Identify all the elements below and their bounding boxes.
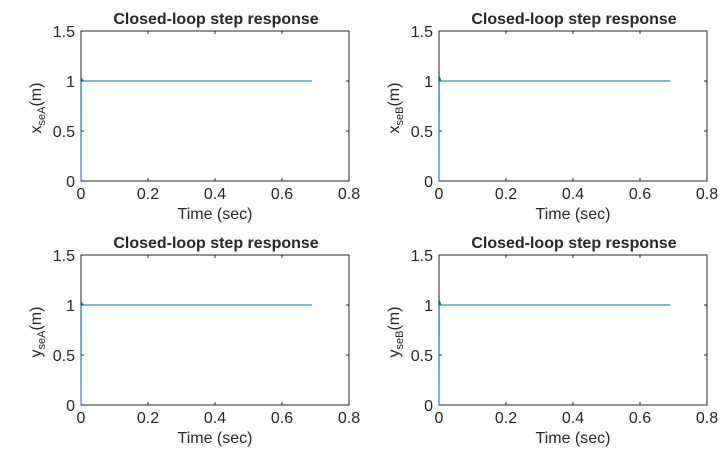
series-line: [80, 77, 313, 182]
chart-title: Closed-loop step response: [113, 11, 318, 28]
chart-title: Closed-loop step response: [113, 235, 318, 252]
y-tick-label: 1: [424, 298, 433, 315]
chart-title: Closed-loop step response: [471, 235, 676, 252]
x-tick-label: 0.2: [137, 186, 159, 203]
x-axis-label: Time (sec): [178, 206, 253, 223]
y-tick-label: 1.5: [411, 24, 433, 41]
y-tick-label: 0.5: [411, 348, 433, 365]
chart-title: Closed-loop step response: [471, 11, 676, 28]
x-tick-label: 0.6: [271, 410, 293, 427]
y-label-subscript: seB: [394, 107, 406, 126]
plot-area: [80, 30, 350, 182]
x-tick-label: 0.8: [696, 410, 718, 427]
subplot-1: 0 0.2 0.4 0.6 0.8 0 0.5 1 1.5 Closed-loop step re…: [28, 11, 360, 223]
y-label-unit: (m): [28, 307, 45, 331]
y-label-unit: (m): [386, 83, 403, 107]
y-label-variable: y: [386, 349, 403, 357]
x-axis-label: Time (sec): [536, 430, 611, 447]
y-label-variable: x: [28, 125, 45, 133]
y-label-unit: (m): [28, 83, 45, 107]
x-tick-label: 0.6: [629, 410, 651, 427]
subplot-3: 0 0.2 0.4 0.6 0.8 0 0.5 1 1.5 Closed-loop step re…: [28, 235, 360, 447]
plot-area: [438, 30, 708, 182]
x-tick-label: 0: [77, 186, 86, 203]
x-tick-label: 0.2: [495, 186, 517, 203]
x-tick-label: 0.2: [495, 410, 517, 427]
y-label-subscript: seA: [36, 106, 48, 126]
y-tick-label: 0: [424, 174, 433, 191]
y-axis-label: yseB(m): [386, 307, 406, 358]
plot-area: [438, 254, 708, 406]
y-tick-label: 0.5: [53, 124, 75, 141]
x-tick-label: 0: [435, 186, 444, 203]
x-tick-label: 0: [77, 410, 86, 427]
y-tick-label: 1: [424, 74, 433, 91]
series-line: [438, 76, 671, 182]
y-label-subscript: seA: [36, 330, 48, 350]
y-tick-label: 1.5: [53, 248, 75, 265]
y-tick-label: 1.5: [411, 248, 433, 265]
y-axis-label: xseB(m): [386, 83, 406, 134]
x-tick-label: 0.4: [562, 410, 584, 427]
y-tick-label: 1: [66, 298, 75, 315]
series-line: [80, 301, 313, 406]
x-tick-label: 0.4: [562, 186, 584, 203]
x-axis-label: Time (sec): [178, 430, 253, 447]
y-label-unit: (m): [386, 307, 403, 331]
x-tick-label: 0.4: [204, 186, 226, 203]
x-tick-label: 0.8: [696, 186, 718, 203]
y-tick-label: 0: [424, 398, 433, 415]
subplot-2: 0 0.2 0.4 0.6 0.8 0 0.5 1 1.5 Closed-loop step re…: [386, 11, 718, 223]
x-tick-label: 0.2: [137, 410, 159, 427]
series-line: [438, 300, 671, 406]
x-axis-label: Time (sec): [536, 206, 611, 223]
subplot-4: 0 0.2 0.4 0.6 0.8 0 0.5 1 1.5 Closed-loop step re…: [386, 235, 718, 447]
x-tick-label: 0.4: [204, 410, 226, 427]
x-tick-label: 0.6: [271, 186, 293, 203]
x-tick-label: 0.6: [629, 186, 651, 203]
y-label-variable: x: [386, 125, 403, 133]
y-tick-label: 0.5: [53, 348, 75, 365]
plot-area: [80, 254, 350, 406]
x-tick-label: 0.8: [338, 410, 360, 427]
y-tick-label: 0: [66, 174, 75, 191]
y-label-variable: y: [28, 349, 45, 357]
y-tick-label: 1: [66, 74, 75, 91]
y-axis-label: yseA(m): [28, 307, 48, 358]
y-tick-label: 1.5: [53, 24, 75, 41]
y-label-subscript: seB: [394, 331, 406, 350]
y-tick-label: 0.5: [411, 124, 433, 141]
y-tick-label: 0: [66, 398, 75, 415]
y-axis-label: xseA(m): [28, 83, 48, 134]
x-tick-label: 0: [435, 410, 444, 427]
x-tick-label: 0.8: [338, 186, 360, 203]
